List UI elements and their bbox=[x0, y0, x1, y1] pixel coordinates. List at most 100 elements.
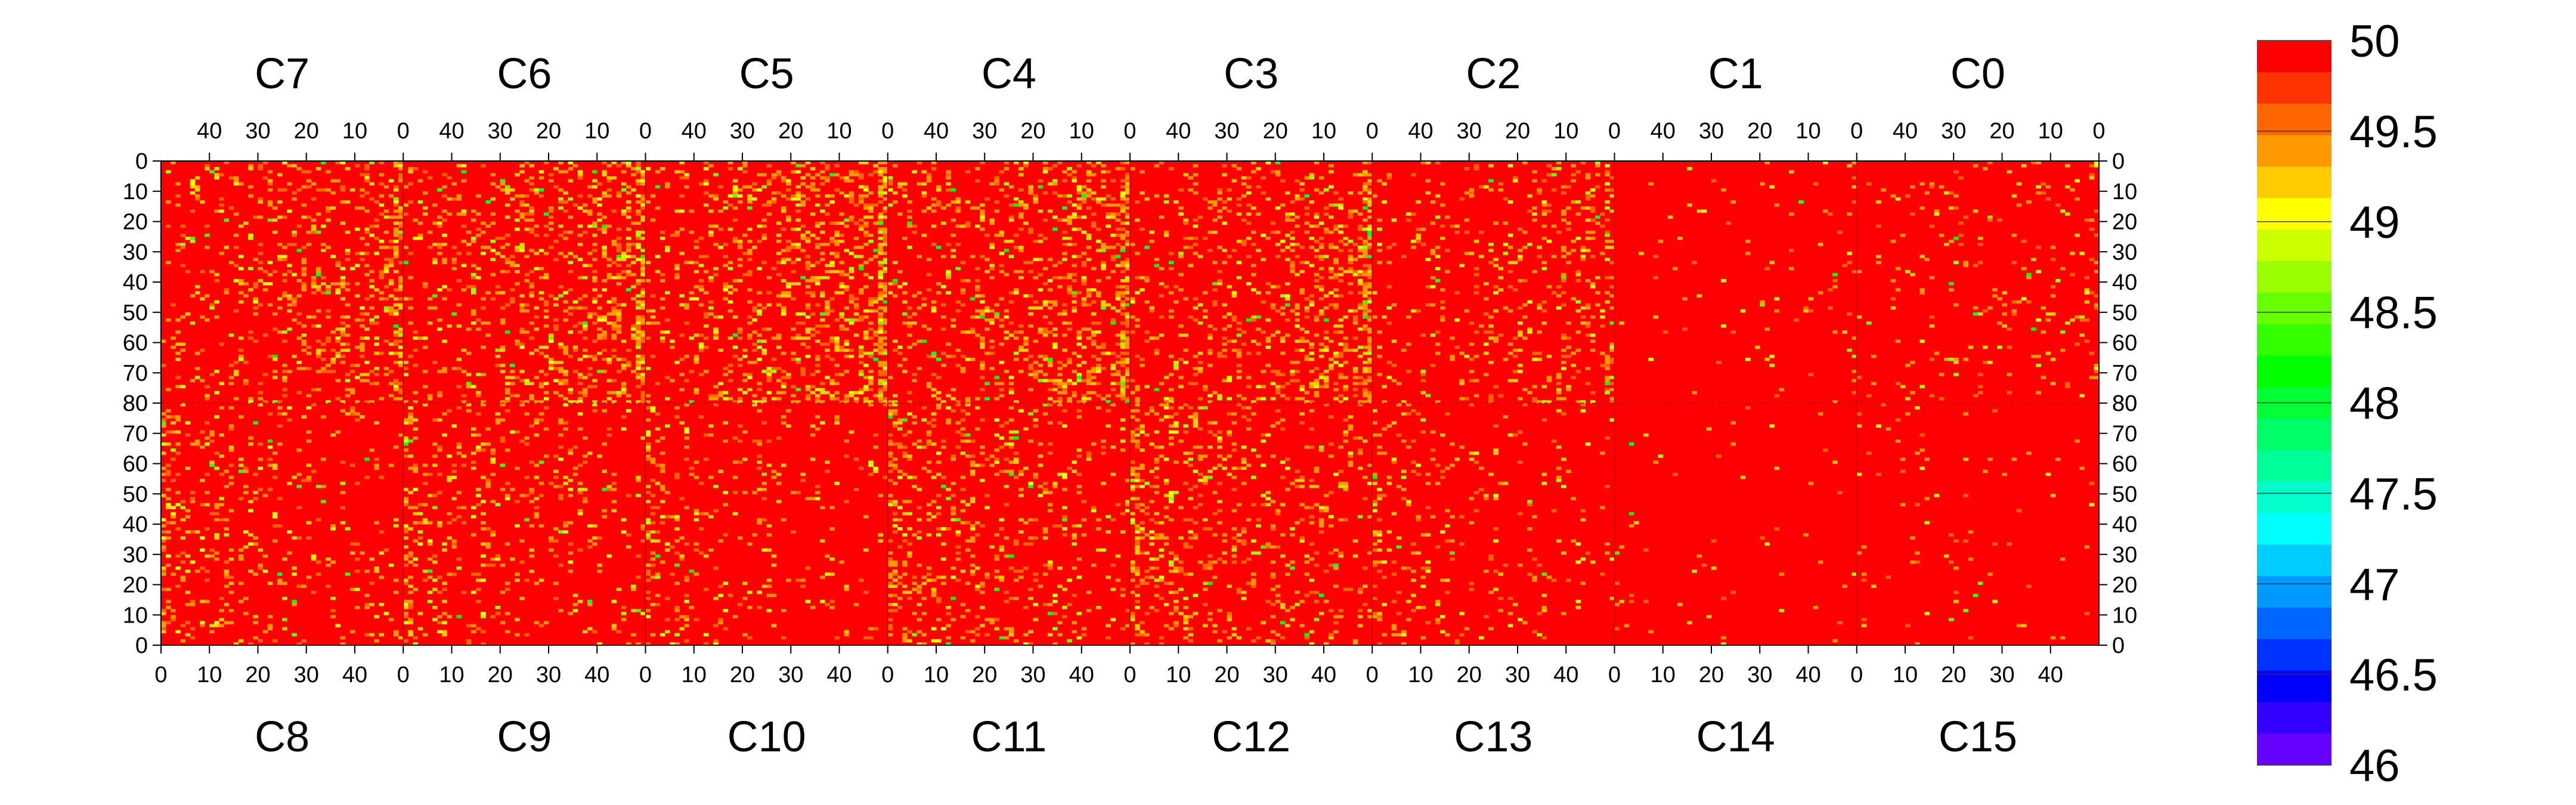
heatmap-cell bbox=[1929, 324, 1935, 328]
heatmap-cell bbox=[960, 261, 966, 264]
heatmap-cell bbox=[873, 249, 878, 252]
heatmap-cell bbox=[704, 270, 709, 274]
heatmap-cell bbox=[1047, 388, 1053, 392]
heatmap-cell bbox=[849, 391, 854, 395]
heatmap-cell bbox=[1450, 357, 1455, 361]
heatmap-cell bbox=[1352, 388, 1358, 392]
heatmap-cell bbox=[1295, 318, 1300, 322]
heatmap-cell bbox=[258, 243, 264, 246]
heatmap-cell bbox=[883, 185, 888, 189]
heatmap-cell bbox=[1125, 297, 1131, 301]
heatmap-cell bbox=[795, 357, 801, 361]
heatmap-cell bbox=[1047, 306, 1053, 310]
heatmap-cell bbox=[413, 364, 419, 367]
heatmap-cell bbox=[442, 233, 447, 237]
heatmap-cell bbox=[228, 364, 234, 367]
heatmap-cell bbox=[335, 261, 341, 264]
heatmap-cell bbox=[1852, 270, 1857, 274]
heatmap-cell bbox=[1420, 391, 1426, 395]
heatmap-cell bbox=[1120, 357, 1126, 361]
heatmap-cell bbox=[708, 194, 714, 198]
heatmap-cell bbox=[1265, 339, 1271, 343]
heatmap-cell bbox=[1202, 291, 1208, 295]
heatmap-cell bbox=[805, 267, 811, 271]
heatmap-cell bbox=[1532, 212, 1537, 216]
heatmap-cell bbox=[611, 379, 617, 382]
heatmap-cell bbox=[1473, 167, 1479, 171]
heatmap-cell bbox=[1042, 191, 1048, 195]
heatmap-cell bbox=[1178, 212, 1184, 216]
heatmap-cell bbox=[1590, 315, 1596, 319]
heatmap-cell bbox=[975, 309, 980, 313]
heatmap-cell bbox=[301, 267, 307, 271]
heatmap-cell bbox=[660, 167, 665, 171]
heatmap-cell bbox=[640, 397, 646, 401]
heatmap-cell bbox=[636, 357, 641, 361]
heatmap-cell bbox=[1023, 261, 1029, 264]
heatmap-cell bbox=[272, 270, 278, 274]
heatmap-cell bbox=[1329, 339, 1334, 343]
heatmap-cell bbox=[1416, 227, 1421, 231]
heatmap-cell bbox=[2007, 345, 2012, 349]
heatmap-cell bbox=[161, 421, 166, 425]
heatmap-cell bbox=[1047, 364, 1053, 367]
heatmap-cell bbox=[1004, 309, 1010, 313]
heatmap-cell bbox=[1406, 315, 1411, 319]
heatmap-cell bbox=[936, 246, 942, 249]
heatmap-cell bbox=[1295, 255, 1300, 258]
heatmap-cell bbox=[1125, 357, 1131, 361]
heatmap-cell bbox=[287, 309, 292, 313]
heatmap-cell bbox=[272, 376, 278, 379]
heatmap-cell bbox=[504, 233, 510, 237]
heatmap-cell bbox=[1290, 230, 1295, 234]
heatmap-cell bbox=[844, 218, 850, 222]
heatmap-cell bbox=[636, 336, 641, 340]
heatmap-cell bbox=[476, 373, 481, 376]
heatmap-cell bbox=[577, 297, 583, 301]
heatmap-cell bbox=[597, 336, 602, 340]
heatmap-cell bbox=[1115, 373, 1121, 376]
heatmap-cell bbox=[626, 270, 631, 274]
heatmap-cell bbox=[815, 194, 821, 198]
heatmap-cell bbox=[839, 315, 845, 319]
heatmap-cell bbox=[684, 261, 690, 264]
heatmap-cell bbox=[349, 188, 355, 192]
heatmap-cell bbox=[698, 182, 704, 185]
heatmap-cell bbox=[815, 400, 821, 404]
heatmap-cell bbox=[1285, 191, 1290, 195]
heatmap-cell bbox=[364, 327, 370, 331]
heatmap-cell bbox=[820, 388, 825, 392]
heatmap-cell bbox=[878, 336, 884, 340]
heatmap-cell bbox=[166, 224, 171, 228]
heatmap-cell bbox=[1363, 288, 1368, 292]
heatmap-cell bbox=[330, 370, 336, 373]
heatmap-cell bbox=[568, 161, 574, 165]
heatmap-cell bbox=[1295, 370, 1300, 373]
heatmap-cell bbox=[1231, 164, 1237, 168]
heatmap-cell bbox=[481, 345, 486, 349]
heatmap-cell bbox=[723, 206, 729, 210]
heatmap-cell bbox=[1008, 185, 1014, 189]
heatmap-cell bbox=[374, 336, 380, 340]
heatmap-cell bbox=[510, 394, 515, 398]
heatmap-cell bbox=[1193, 382, 1199, 385]
heatmap-cell bbox=[1919, 385, 1925, 389]
heatmap-cell bbox=[1512, 336, 1518, 340]
heatmap-cell bbox=[1042, 167, 1048, 171]
heatmap-cell bbox=[1343, 243, 1349, 246]
heatmap-cell bbox=[311, 278, 317, 283]
heatmap-cell bbox=[1459, 397, 1465, 401]
heatmap-cell bbox=[1008, 300, 1014, 304]
heatmap-cell bbox=[524, 203, 530, 207]
heatmap-cell bbox=[1546, 203, 1552, 207]
heatmap-cell bbox=[1503, 357, 1509, 361]
heatmap-cell bbox=[1329, 364, 1334, 367]
heatmap-cell bbox=[1290, 243, 1295, 246]
heatmap-cell bbox=[1125, 215, 1131, 219]
heatmap-cell bbox=[853, 397, 859, 401]
heatmap-cell bbox=[471, 264, 476, 268]
heatmap-cell bbox=[282, 273, 287, 277]
heatmap-cell bbox=[791, 336, 796, 340]
heatmap-cell bbox=[355, 318, 360, 322]
heatmap-cell bbox=[1605, 354, 1610, 358]
